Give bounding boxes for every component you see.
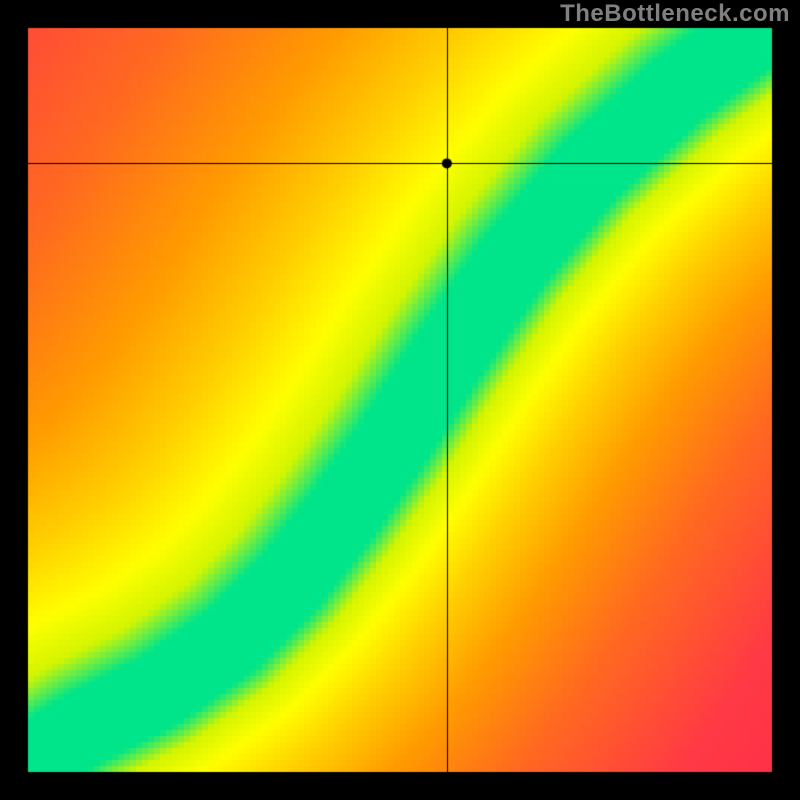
chart-container: TheBottleneck.com (0, 0, 800, 800)
bottleneck-heatmap-canvas (0, 0, 800, 800)
watermark-text: TheBottleneck.com (560, 0, 790, 28)
